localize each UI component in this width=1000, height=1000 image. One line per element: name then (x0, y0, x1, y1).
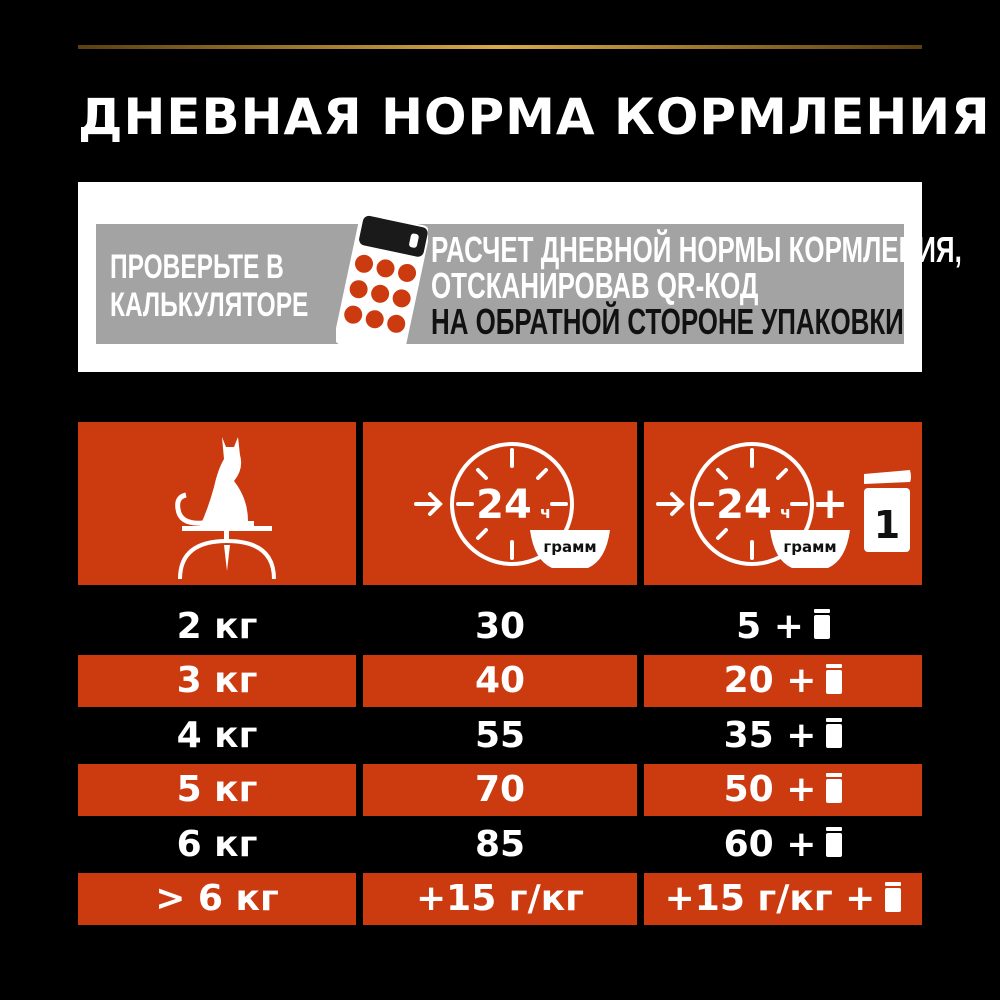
cell-weight: > 6 кг (78, 872, 356, 925)
clock-24h-bowl-plus-can-icon: 24 ч грамм + 1 (656, 441, 911, 568)
wet-food-can-icon (826, 663, 843, 694)
wet-food-can-icon (885, 881, 902, 912)
right-line: ОТСКАНИРОВАВ QR-КОД (431, 265, 759, 306)
calculator-panel: ПРОВЕРЬТЕ В КАЛЬКУЛЯТОРЕ РАСЧЕТ ДНЕВНОЙ … (78, 182, 962, 372)
weight-value: 3 кг (176, 660, 258, 701)
right-line: НА ОБРАТНОЙ СТОРОНЕ УПАКОВКИ (431, 301, 904, 342)
header-cat-weight (78, 422, 356, 585)
cell-dry: 30 (363, 600, 637, 652)
calculator-icon (336, 213, 428, 357)
clock-unit: ч (780, 503, 791, 522)
cell-mixed: 50 + (644, 763, 922, 816)
dry-value: +15 г/кг (416, 878, 584, 919)
dry-value: 55 (474, 714, 526, 756)
cell-weight: 3 кг (78, 654, 356, 707)
mixed-value: 60 + (723, 823, 817, 865)
can-number: 1 (874, 503, 900, 547)
weight-value: > 6 кг (155, 878, 279, 919)
wet-food-can-icon (826, 718, 843, 748)
clock-unit: ч (540, 503, 551, 522)
cell-dry: 70 (363, 763, 637, 816)
bowl-label: грамм (543, 538, 596, 556)
cat-on-scale-icon (175, 436, 276, 579)
cell-weight: 2 кг (78, 600, 356, 652)
bowl-label: грамм (783, 538, 836, 556)
cell-mixed: 20 + (644, 654, 922, 707)
cell-mixed: 5 + (644, 600, 922, 652)
dry-value: 85 (474, 823, 526, 865)
dry-value: 70 (474, 769, 526, 810)
weight-value: 6 кг (176, 823, 258, 865)
wet-food-can-icon (813, 609, 830, 639)
header-daily-dry: 24 ч грамм (363, 422, 637, 585)
cell-weight: 6 кг (78, 818, 356, 870)
cell-mixed: +15 г/кг + (644, 872, 922, 925)
weight-value: 4 кг (176, 714, 258, 756)
left-line: КАЛЬКУЛЯТОРЕ (110, 286, 309, 324)
calculator-left-text: ПРОВЕРЬТЕ В КАЛЬКУЛЯТОРЕ (110, 248, 308, 324)
clock-24h-bowl-icon: 24 ч грамм (414, 441, 610, 568)
cell-dry: 55 (363, 709, 637, 761)
calculator-right-text: РАСЧЕТ ДНЕВНОЙ НОРМЫ КОРМЛЕНИЯ, ОТСКАНИР… (431, 232, 962, 340)
right-line: РАСЧЕТ ДНЕВНОЙ НОРМЫ КОРМЛЕНИЯ, (431, 229, 962, 270)
weight-value: 2 кг (176, 605, 258, 647)
calculator-band: ПРОВЕРЬТЕ В КАЛЬКУЛЯТОРЕ РАСЧЕТ ДНЕВНОЙ … (96, 213, 962, 357)
cell-dry: 40 (363, 654, 637, 707)
left-line: ПРОВЕРЬТЕ В (110, 248, 284, 286)
mixed-value: 5 + (736, 605, 804, 647)
mixed-value: 20 + (723, 660, 817, 701)
cell-mixed: 60 + (644, 818, 922, 870)
cell-weight: 4 кг (78, 709, 356, 761)
dry-value: 30 (474, 605, 526, 647)
plus-sign: + (812, 478, 849, 529)
clock-hours: 24 (476, 482, 532, 528)
header-daily-mixed: 24 ч грамм + 1 (644, 422, 922, 585)
clock-hours: 24 (716, 482, 772, 528)
page-title: ДНЕВНАЯ НОРМА КОРМЛЕНИЯ (78, 88, 991, 146)
mixed-value: +15 г/кг + (664, 878, 876, 919)
cell-mixed: 35 + (644, 709, 922, 761)
cell-weight: 5 кг (78, 763, 356, 816)
dry-value: 40 (474, 660, 526, 701)
weight-value: 5 кг (176, 769, 258, 810)
cell-dry: +15 г/кг (363, 872, 637, 925)
cell-dry: 85 (363, 818, 637, 870)
mixed-value: 35 + (723, 714, 817, 756)
gold-divider (78, 45, 922, 49)
mixed-value: 50 + (723, 769, 817, 810)
wet-food-can-icon (826, 827, 843, 857)
wet-food-can-icon (826, 772, 843, 803)
